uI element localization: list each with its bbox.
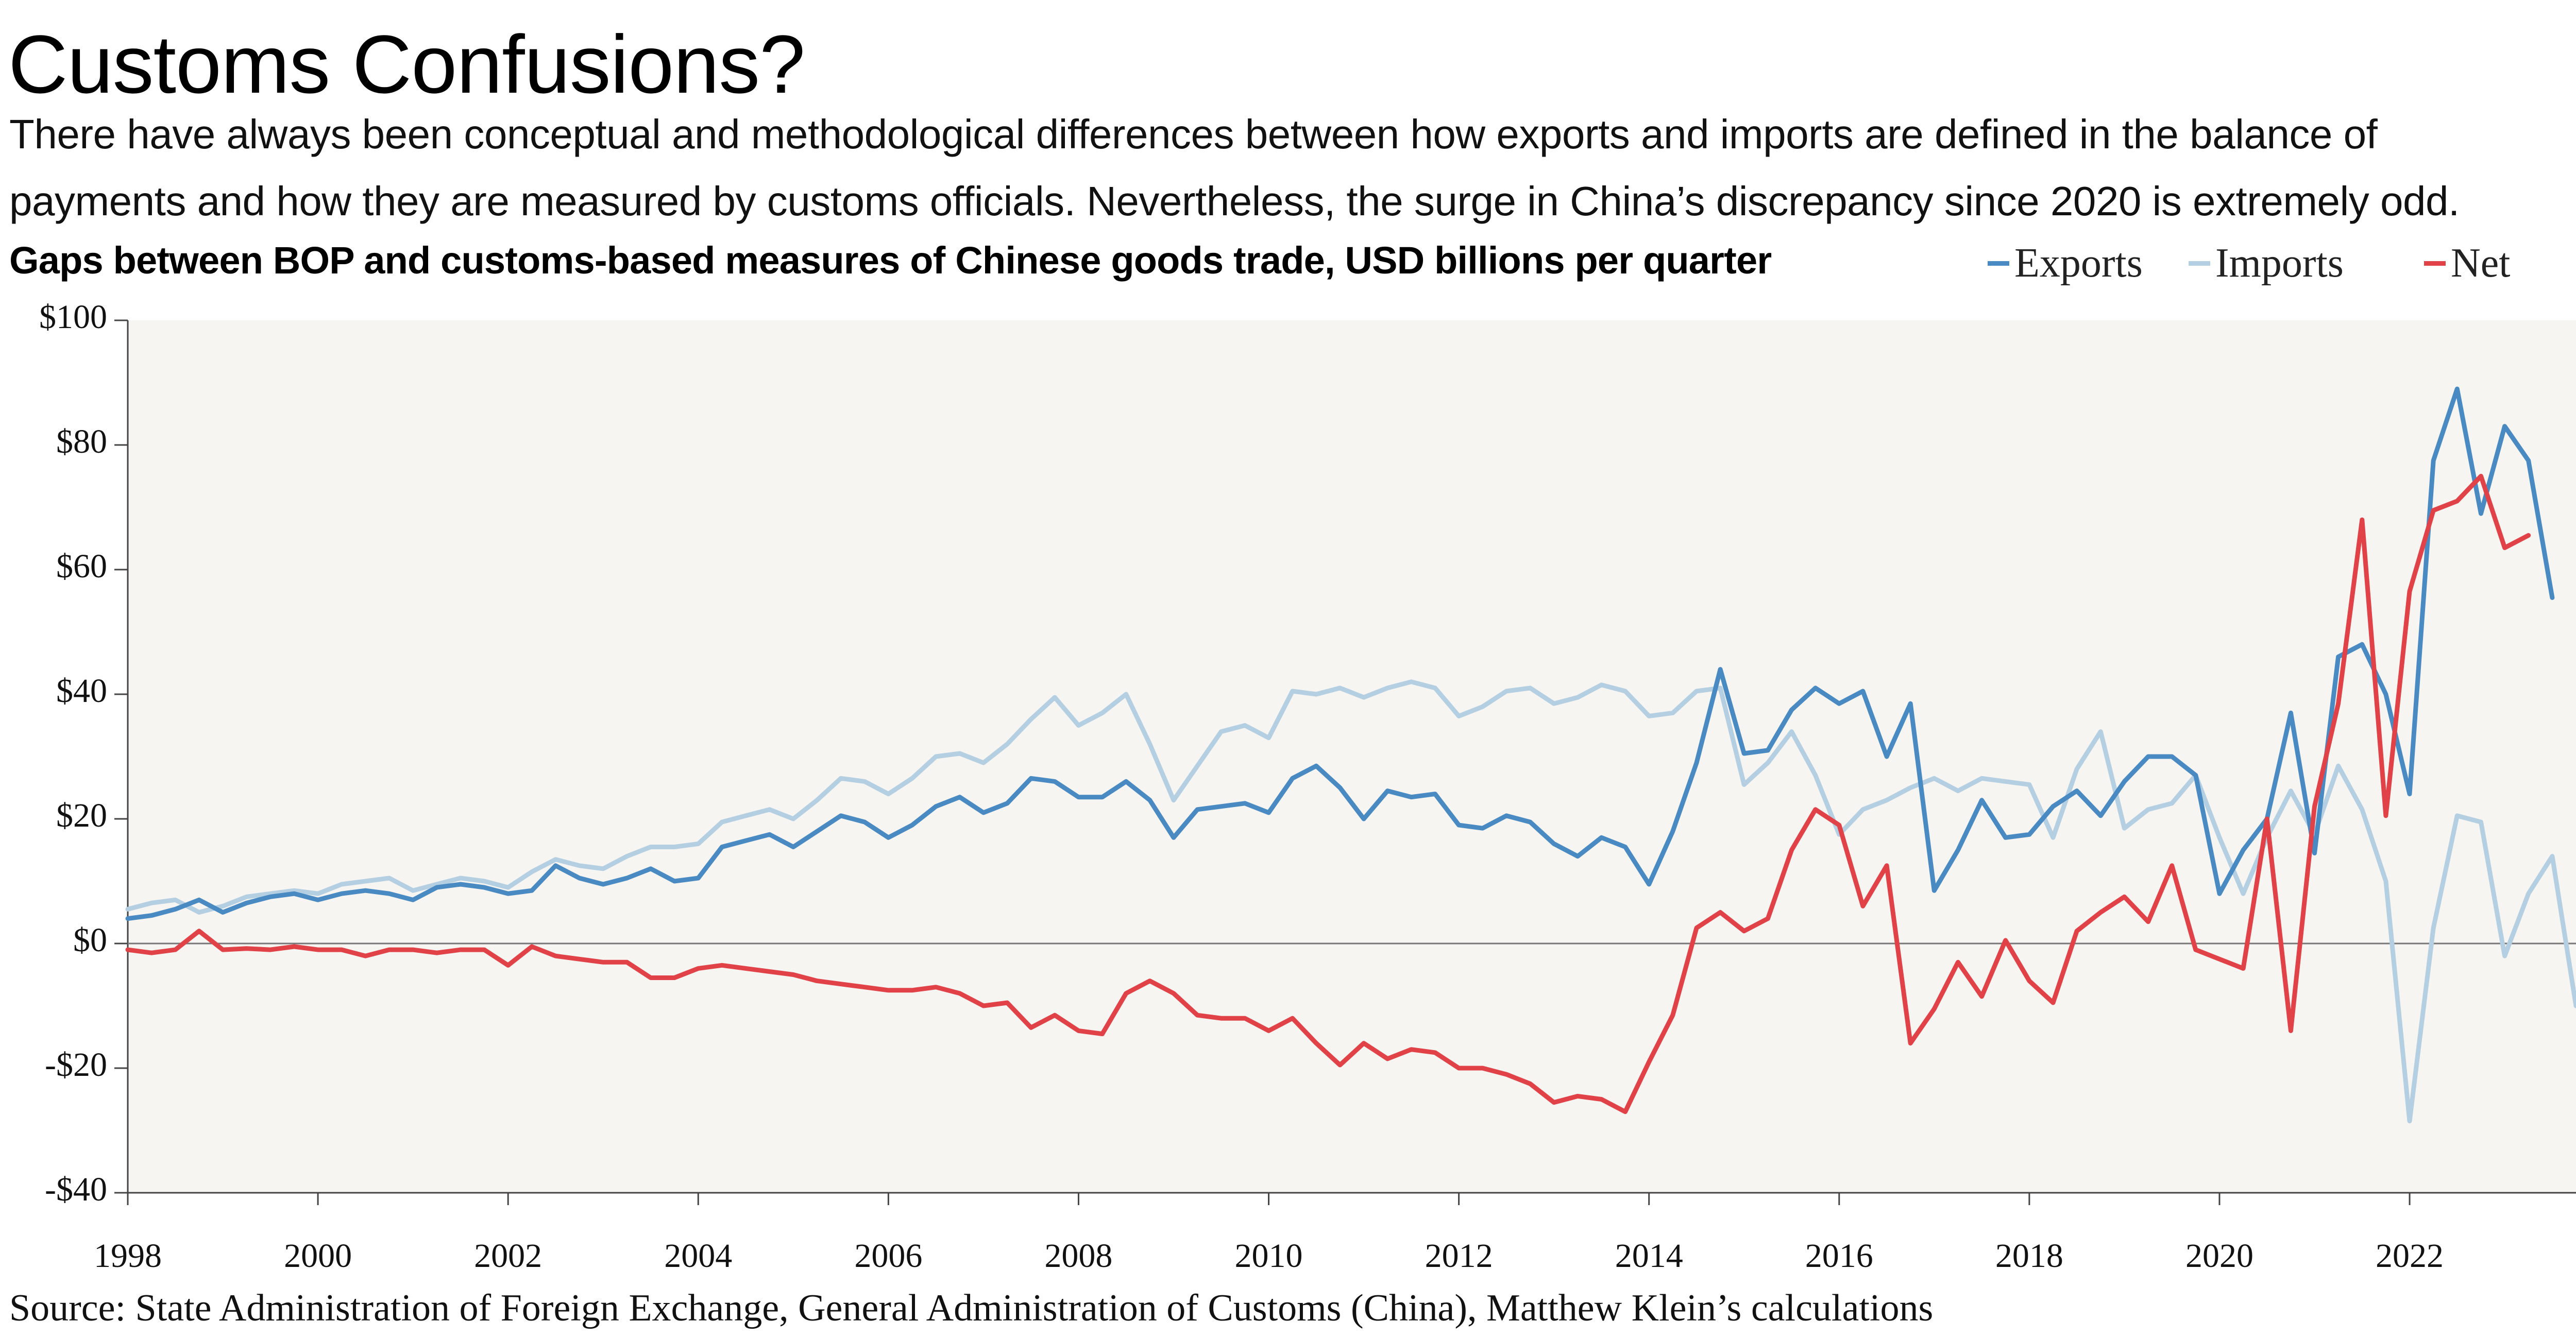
x-tick-label: 1998 (94, 1237, 162, 1275)
x-tick-label: 2020 (2185, 1237, 2253, 1275)
y-tick-label: $40 (56, 672, 107, 710)
source-note: Source: State Administration of Foreign … (9, 1287, 1934, 1329)
legend-swatch-imports (2189, 261, 2210, 266)
series-layer (125, 386, 2576, 1124)
x-tick-label: 2010 (1235, 1237, 1303, 1275)
subtitle-line-2: payments and how they are measured by cu… (9, 178, 2460, 224)
x-tick-label: 2016 (1805, 1237, 1873, 1275)
subtitle-line-1: There have always been conceptual and me… (9, 111, 2378, 157)
y-tick-label: -$40 (45, 1171, 107, 1208)
legend-label-net: Net (2451, 240, 2511, 286)
y-axis: $100 $80 $60 $40 $20 $0 -$20 -$40 (39, 298, 129, 1208)
legend-swatch-net (2424, 261, 2446, 266)
x-tick-label: 2004 (664, 1237, 732, 1275)
y-tick-label: $60 (56, 547, 107, 585)
series-line-imports (125, 679, 2576, 1124)
legend-label-exports: Exports (2014, 240, 2143, 286)
x-tick-label: 2006 (854, 1237, 922, 1275)
y-tick-label: $0 (73, 921, 107, 959)
legend-item-imports: Imports (2189, 237, 2344, 289)
x-tick-label: 2018 (1995, 1237, 2063, 1275)
x-tick-label: 2002 (474, 1237, 542, 1275)
y-tick-label: $80 (56, 423, 107, 460)
chart-title: Gaps between BOP and customs-based measu… (9, 239, 1772, 282)
page-title: Customs Confusions? (8, 18, 805, 110)
series-line-net (125, 474, 2531, 1114)
x-tick-label: 2022 (2376, 1237, 2444, 1275)
x-tick-label: 2000 (284, 1237, 352, 1275)
legend-item-net: Net (2424, 237, 2511, 289)
x-tick-label: 2008 (1044, 1237, 1112, 1275)
legend-swatch-exports (1988, 261, 2009, 266)
plot-area (128, 320, 2576, 1193)
legend-label-imports: Imports (2215, 240, 2344, 286)
x-axis: 1998 2000 2002 2004 2006 2008 2010 2012 2014 2016… (94, 1192, 2576, 1275)
legend-item-exports: Exports (1988, 237, 2143, 289)
series-line-exports (125, 386, 2555, 921)
x-tick-label: 2014 (1615, 1237, 1683, 1275)
y-tick-label: $100 (39, 298, 107, 336)
y-tick-label: $20 (56, 797, 107, 834)
x-tick-label: 2012 (1425, 1237, 1493, 1275)
y-tick-label: -$20 (45, 1046, 107, 1084)
